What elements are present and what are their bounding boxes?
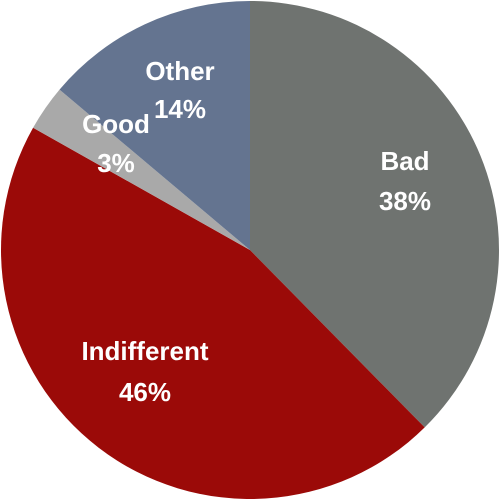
pie-slice-good	[33, 89, 250, 250]
slice-percent-bad: 38%	[379, 186, 431, 216]
slice-percent-indifferent: 46%	[119, 377, 171, 407]
slice-label-bad: Bad	[380, 146, 429, 176]
pie-labels: Bad 38% Indifferent 46% Good 3% Other 14%	[81, 56, 431, 407]
slice-percent-other: 14%	[154, 94, 206, 124]
pie-slice-indifferent	[1, 127, 425, 499]
slice-label-indifferent: Indifferent	[81, 336, 208, 366]
slice-percent-good: 3%	[97, 148, 135, 178]
pie-slice-other	[59, 1, 250, 250]
slice-label-other: Other	[145, 56, 214, 86]
pie-slice-bad	[250, 1, 499, 428]
slice-label-good: Good	[82, 109, 150, 139]
